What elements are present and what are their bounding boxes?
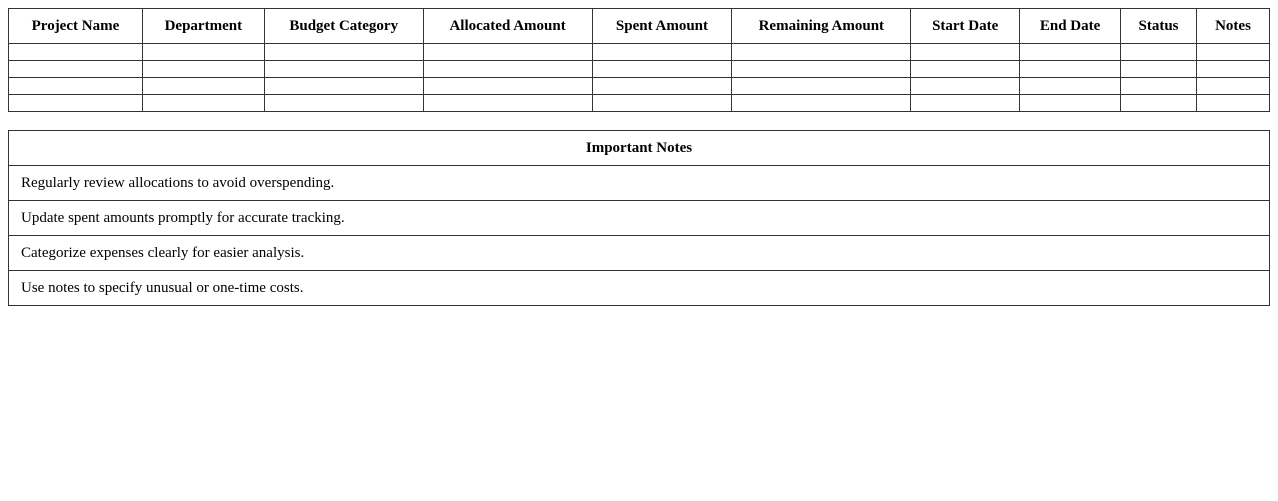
table-row bbox=[8, 60, 1271, 78]
table-cell[interactable] bbox=[731, 43, 912, 61]
header-status: Status bbox=[1120, 8, 1197, 44]
table-row bbox=[8, 94, 1271, 112]
table-cell[interactable] bbox=[910, 60, 1021, 78]
table-cell[interactable] bbox=[910, 77, 1021, 95]
note-item: Regularly review allocations to avoid ov… bbox=[8, 165, 1270, 201]
table-cell[interactable] bbox=[910, 43, 1021, 61]
table-cell[interactable] bbox=[1195, 43, 1271, 61]
table-cell[interactable] bbox=[1019, 43, 1122, 61]
table-cell[interactable] bbox=[1195, 94, 1271, 112]
table-cell[interactable] bbox=[591, 77, 733, 95]
header-spent-amount: Spent Amount bbox=[591, 8, 733, 44]
table-row bbox=[8, 43, 1271, 61]
note-row: Categorize expenses clearly for easier a… bbox=[8, 235, 1270, 271]
header-remaining-amount: Remaining Amount bbox=[731, 8, 912, 44]
table-cell[interactable] bbox=[8, 94, 143, 112]
notes-title: Important Notes bbox=[8, 130, 1270, 166]
header-allocated-amount: Allocated Amount bbox=[422, 8, 593, 44]
header-start-date: Start Date bbox=[910, 8, 1021, 44]
table-cell[interactable] bbox=[1120, 60, 1197, 78]
table-cell[interactable] bbox=[141, 43, 265, 61]
note-item: Use notes to specify unusual or one-time… bbox=[8, 270, 1270, 306]
table-cell[interactable] bbox=[1019, 77, 1122, 95]
table-cell[interactable] bbox=[1195, 77, 1271, 95]
table-cell[interactable] bbox=[591, 94, 733, 112]
header-row: Project Name Department Budget Category … bbox=[8, 8, 1271, 44]
budget-table: Project Name Department Budget Category … bbox=[8, 8, 1271, 112]
header-notes: Notes bbox=[1195, 8, 1271, 44]
note-row: Regularly review allocations to avoid ov… bbox=[8, 165, 1270, 201]
important-notes-table: Important Notes Regularly review allocat… bbox=[8, 130, 1270, 306]
table-cell[interactable] bbox=[1120, 94, 1197, 112]
table-cell[interactable] bbox=[731, 77, 912, 95]
table-cell[interactable] bbox=[1019, 94, 1122, 112]
table-cell[interactable] bbox=[141, 94, 265, 112]
table-cell[interactable] bbox=[731, 94, 912, 112]
table-cell[interactable] bbox=[1120, 43, 1197, 61]
table-cell[interactable] bbox=[263, 60, 424, 78]
table-cell[interactable] bbox=[422, 43, 593, 61]
table-cell[interactable] bbox=[1019, 60, 1122, 78]
note-row: Update spent amounts promptly for accura… bbox=[8, 200, 1270, 236]
table-cell[interactable] bbox=[263, 77, 424, 95]
note-row: Use notes to specify unusual or one-time… bbox=[8, 270, 1270, 306]
table-cell[interactable] bbox=[141, 77, 265, 95]
table-cell[interactable] bbox=[731, 60, 912, 78]
table-cell[interactable] bbox=[8, 77, 143, 95]
table-cell[interactable] bbox=[910, 94, 1021, 112]
table-cell[interactable] bbox=[8, 60, 143, 78]
table-cell[interactable] bbox=[263, 94, 424, 112]
table-cell[interactable] bbox=[1195, 60, 1271, 78]
table-cell[interactable] bbox=[422, 77, 593, 95]
table-cell[interactable] bbox=[591, 60, 733, 78]
table-cell[interactable] bbox=[422, 60, 593, 78]
table-row bbox=[8, 77, 1271, 95]
header-end-date: End Date bbox=[1019, 8, 1122, 44]
header-project-name: Project Name bbox=[8, 8, 143, 44]
table-cell[interactable] bbox=[591, 43, 733, 61]
table-cell[interactable] bbox=[422, 94, 593, 112]
table-cell[interactable] bbox=[1120, 77, 1197, 95]
note-item: Categorize expenses clearly for easier a… bbox=[8, 235, 1270, 271]
table-cell[interactable] bbox=[141, 60, 265, 78]
header-budget-category: Budget Category bbox=[263, 8, 424, 44]
header-department: Department bbox=[141, 8, 265, 44]
table-cell[interactable] bbox=[263, 43, 424, 61]
table-cell[interactable] bbox=[8, 43, 143, 61]
note-item: Update spent amounts promptly for accura… bbox=[8, 200, 1270, 236]
